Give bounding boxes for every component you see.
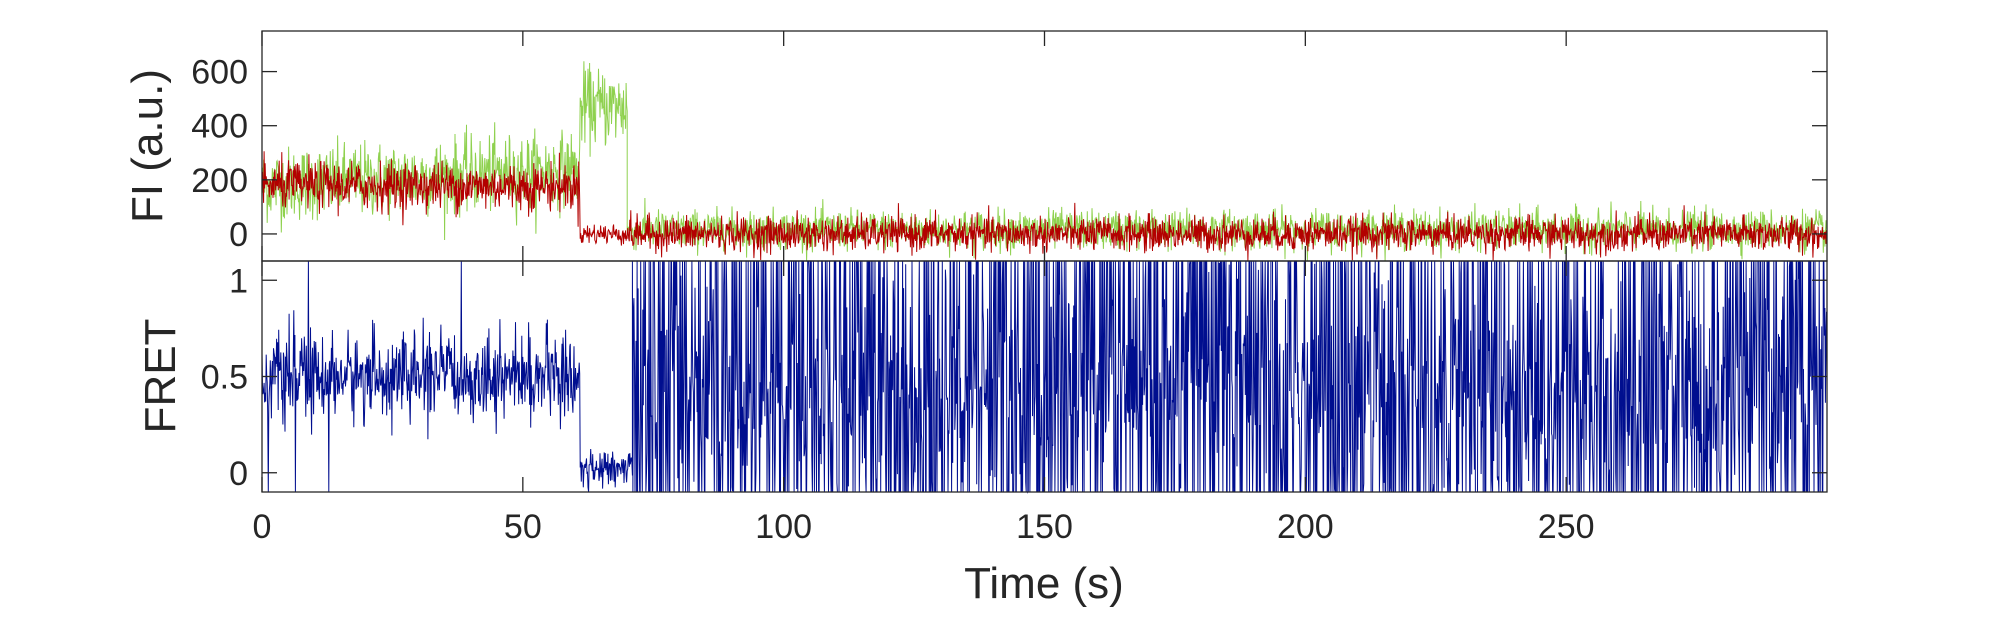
intensity-y-axis-label: FI (a.u.) bbox=[123, 69, 172, 223]
acceptor-intensity-line bbox=[261, 151, 1828, 262]
fret-panel: 00.51 0 50 100 150 200 250 FRET Time (s) bbox=[136, 260, 1828, 608]
y-tick-label: 400 bbox=[191, 108, 248, 146]
intensity-y-ticks: 0 200 400 600 bbox=[191, 31, 1827, 261]
x-tick-label: 200 bbox=[1277, 508, 1334, 546]
fret-efficiency-line bbox=[261, 260, 1828, 494]
time-x-axis-label: Time (s) bbox=[964, 559, 1124, 608]
y-tick-label: 0 bbox=[229, 455, 248, 493]
fret-traces bbox=[261, 260, 1828, 494]
x-tick-label: 0 bbox=[253, 508, 272, 546]
intensity-traces bbox=[261, 61, 1828, 262]
y-tick-label: 0 bbox=[229, 216, 248, 254]
x-tick-label: 100 bbox=[755, 508, 812, 546]
y-tick-label: 200 bbox=[191, 162, 248, 200]
intensity-panel: 0 200 400 600 FI (a.u.) bbox=[123, 30, 1828, 262]
x-tick-label: 150 bbox=[1016, 508, 1073, 546]
x-tick-label: 50 bbox=[504, 508, 542, 546]
y-tick-label: 1 bbox=[229, 262, 248, 300]
fret-y-ticks: 00.51 bbox=[201, 262, 1827, 493]
time-x-ticks: 0 50 100 150 200 250 bbox=[253, 261, 1595, 546]
y-tick-label: 0.5 bbox=[201, 359, 248, 397]
x-tick-label: 250 bbox=[1538, 508, 1595, 546]
fret-y-axis-label: FRET bbox=[136, 319, 185, 434]
y-tick-label: 600 bbox=[191, 54, 248, 92]
